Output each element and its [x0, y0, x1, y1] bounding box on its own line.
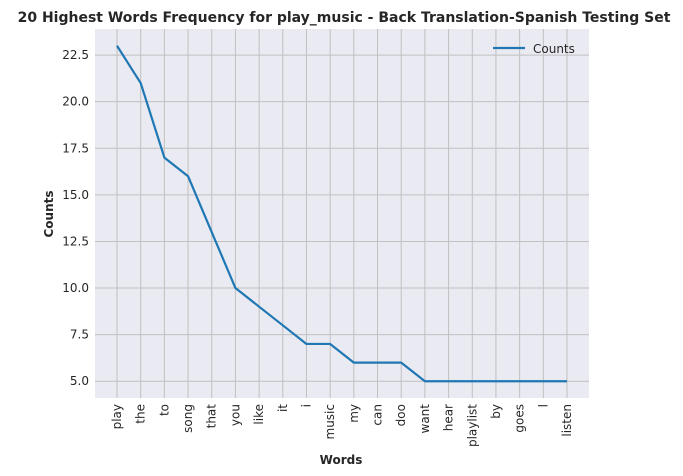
- y-tick-label: 5.0: [70, 374, 89, 388]
- y-tick-label: 12.5: [62, 234, 89, 248]
- chart-title: 20 Highest Words Frequency for play_musi…: [18, 10, 671, 26]
- x-tick-label: like: [252, 404, 266, 425]
- x-tick-label: music: [323, 404, 337, 439]
- x-tick-label: song: [181, 404, 195, 433]
- x-tick-labels: play the to song that you like it i music my can doo…: [110, 404, 574, 447]
- legend-label-counts: Counts: [533, 42, 575, 56]
- x-tick-label: that: [205, 404, 219, 429]
- x-tick-label: l: [536, 404, 550, 407]
- x-tick-label: i: [299, 404, 313, 407]
- y-tick-label: 17.5: [62, 141, 89, 155]
- x-tick-label: the: [134, 404, 148, 424]
- y-gridlines: [95, 54, 589, 382]
- y-tick-label: 22.5: [62, 48, 89, 62]
- x-tick-label: can: [371, 404, 385, 426]
- x-tick-label: my: [347, 404, 361, 423]
- x-tick-label: it: [276, 404, 290, 412]
- y-tick-label: 20.0: [62, 95, 89, 109]
- x-tick-label: you: [228, 404, 242, 426]
- y-axis-label: Counts: [42, 190, 56, 237]
- x-tick-label: to: [157, 404, 171, 416]
- x-tick-label: goes: [513, 404, 527, 433]
- y-tick-label: 15.0: [62, 188, 89, 202]
- plot-area: [95, 29, 589, 398]
- x-axis-label: Words: [320, 453, 363, 467]
- x-gridlines: [116, 29, 568, 398]
- legend: Counts: [493, 42, 575, 56]
- x-tick-label: doo: [394, 404, 408, 426]
- y-tick-label: 10.0: [62, 281, 89, 295]
- x-tick-label: hear: [442, 404, 456, 431]
- x-tick-label: play: [110, 404, 124, 429]
- y-tick-labels: 5.0 7.5 10.0 12.5 15.0 17.5 20.0 22.5: [62, 48, 89, 388]
- series-line-counts: [116, 45, 567, 383]
- x-tick-label: want: [418, 404, 432, 434]
- x-tick-label: by: [489, 404, 503, 419]
- y-tick-label: 7.5: [70, 328, 89, 342]
- x-tick-label: playlist: [465, 404, 479, 447]
- x-tick-label: listen: [560, 404, 574, 437]
